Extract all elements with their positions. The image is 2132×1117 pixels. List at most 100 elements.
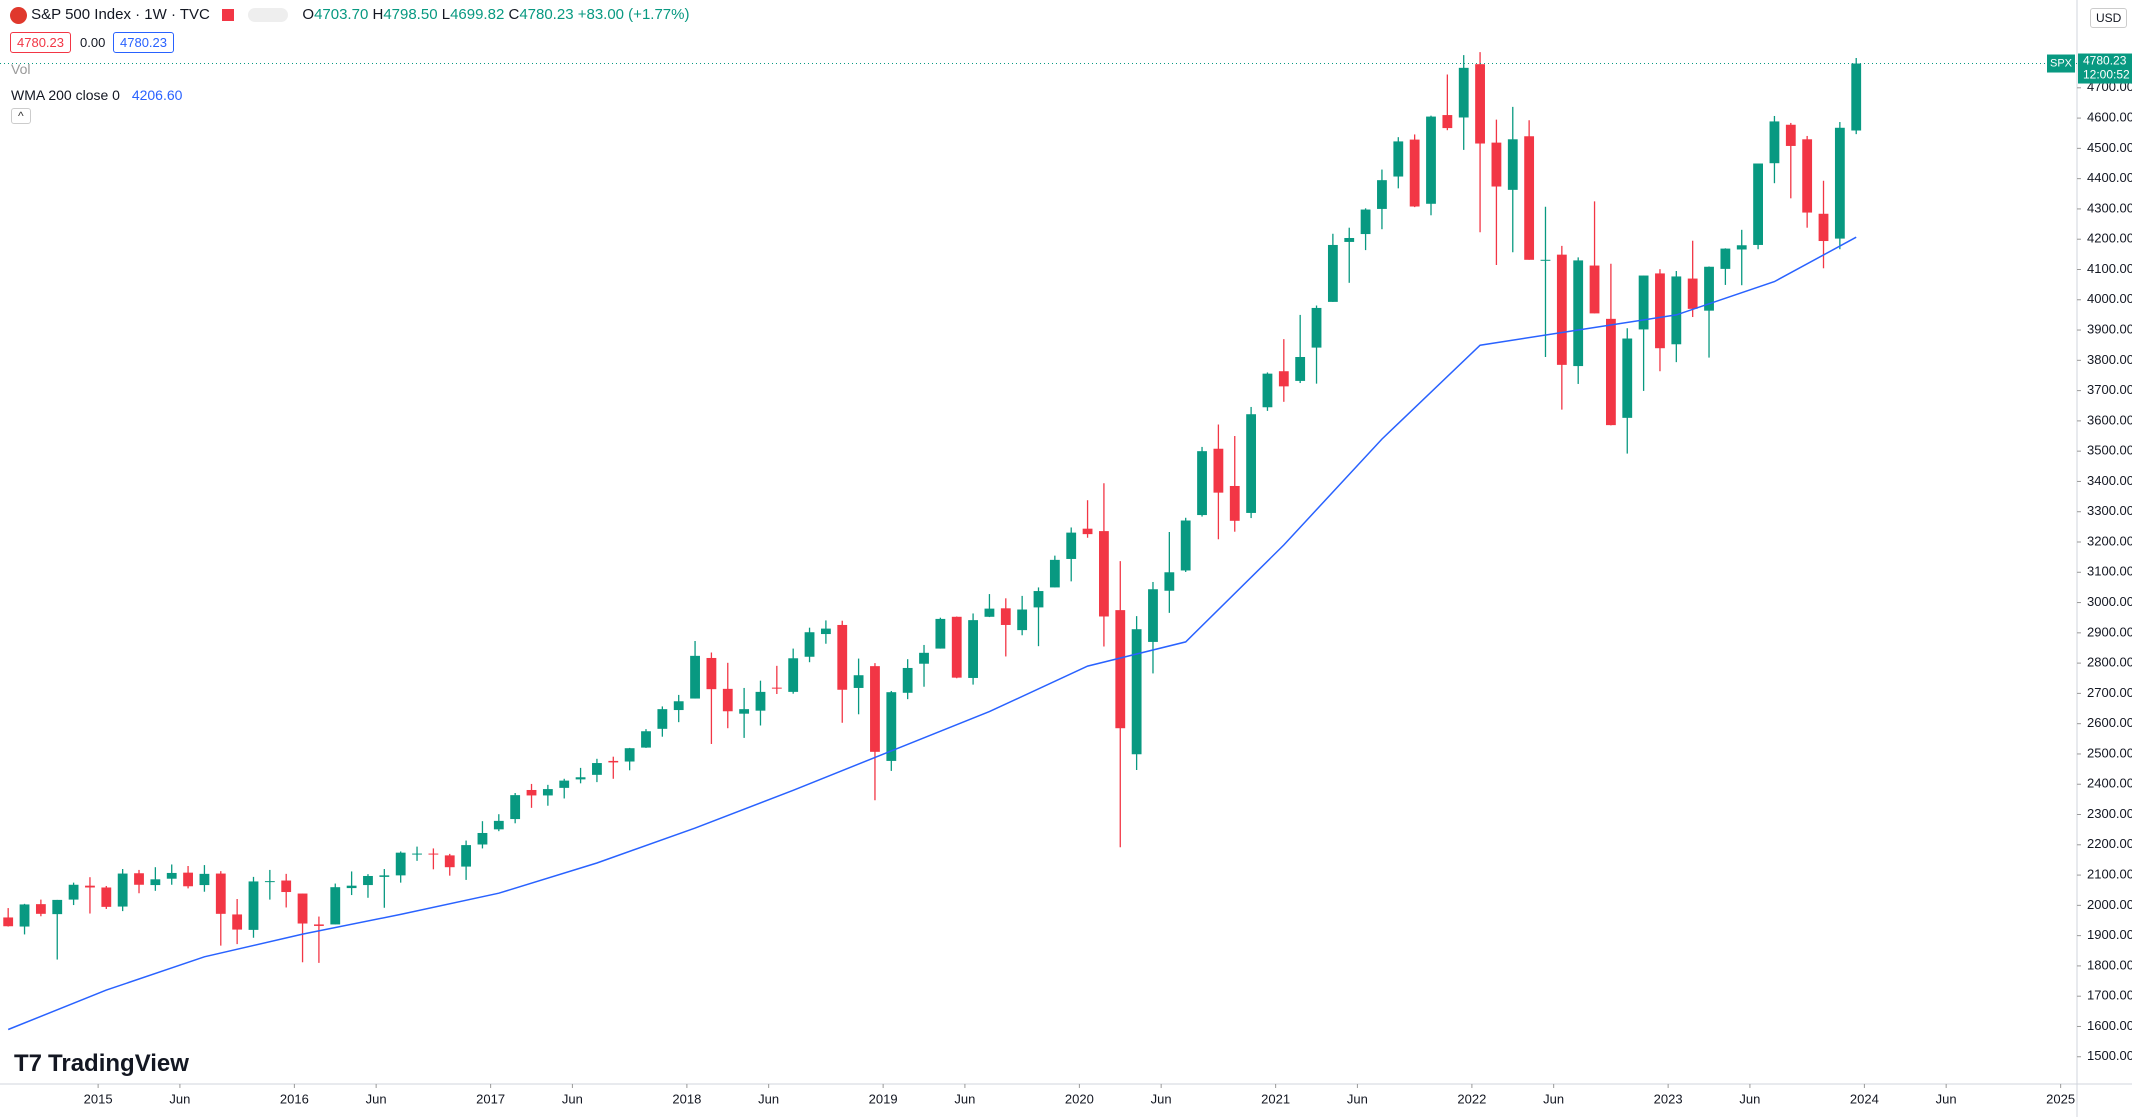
buy-button[interactable]: 4780.23 xyxy=(113,32,174,53)
y-tick-label: 4400.00 xyxy=(2087,170,2132,185)
y-tick-label: 1500.00 xyxy=(2087,1048,2132,1063)
candle-body xyxy=(1605,318,1616,426)
candle-body xyxy=(1049,559,1060,588)
legend-header: S&P 500 Index · 1W · TVC O4703.70 H4798.… xyxy=(10,6,689,24)
candle-body xyxy=(1377,180,1387,209)
x-tick-label: 2022 xyxy=(1457,1091,1486,1106)
close: 4780.23 xyxy=(519,6,574,23)
candle-body xyxy=(477,832,488,845)
toggle[interactable] xyxy=(248,8,289,23)
c-label: C xyxy=(508,6,520,23)
candle-body xyxy=(1344,237,1355,242)
x-tick-label: 2015 xyxy=(84,1091,113,1106)
candle-body xyxy=(1360,209,1371,235)
x-tick-label: Jun xyxy=(169,1091,190,1106)
symbol-icon xyxy=(10,6,27,24)
candle-body xyxy=(150,879,161,886)
candle-body xyxy=(755,691,766,711)
collapse-button[interactable]: ^ xyxy=(11,108,31,124)
candle-body xyxy=(117,873,128,907)
candle-body xyxy=(1573,260,1584,367)
y-tick-label: 3800.00 xyxy=(2087,352,2132,367)
y-tick-label: 2600.00 xyxy=(2087,715,2132,730)
sell-button[interactable]: 4780.23 xyxy=(10,32,71,53)
wma-legend[interactable]: WMA 200 close 0 4206.60 xyxy=(11,87,182,103)
symbol-title[interactable]: S&P 500 Index · 1W · TVC xyxy=(31,6,210,23)
candle-body xyxy=(215,873,226,914)
candle-body xyxy=(1475,64,1485,144)
x-tick-label: Jun xyxy=(1347,1091,1368,1106)
x-tick-label: Jun xyxy=(1543,1091,1564,1106)
candle-body xyxy=(1311,307,1322,348)
candle-body xyxy=(690,655,700,699)
candle-body xyxy=(804,632,815,657)
candle-body xyxy=(248,881,259,930)
change: +83.00 (+1.77%) xyxy=(577,6,690,23)
symbol-box xyxy=(2047,54,2075,73)
y-tick-label: 4200.00 xyxy=(2087,231,2132,246)
candle-body xyxy=(1131,629,1142,755)
flag[interactable] xyxy=(222,9,235,22)
candle-body xyxy=(101,887,112,907)
candle-body xyxy=(281,880,292,893)
candle-body xyxy=(592,763,602,775)
candle-body xyxy=(85,885,95,888)
vol-label[interactable]: Vol xyxy=(11,61,31,77)
x-tick-label: Jun xyxy=(366,1091,387,1106)
candle-body xyxy=(1180,520,1191,571)
y-tick-label: 2900.00 xyxy=(2087,624,2132,639)
candle-body xyxy=(1164,572,1175,591)
y-tick-label: 2400.00 xyxy=(2087,776,2132,791)
candle-body xyxy=(837,624,848,690)
candle-body xyxy=(1295,356,1306,381)
candle-body xyxy=(461,845,472,867)
x-tick-label: Jun xyxy=(1936,1091,1957,1106)
currency[interactable]: USD xyxy=(2090,8,2128,28)
candle-body xyxy=(673,701,684,711)
wma-value: 4206.60 xyxy=(131,87,183,103)
candle-body xyxy=(314,924,324,926)
candle-body xyxy=(1720,248,1731,269)
candle-body xyxy=(444,855,455,868)
candle-body xyxy=(1802,139,1813,213)
candle-body xyxy=(853,675,864,688)
candle-body xyxy=(706,657,717,690)
candle-body xyxy=(346,885,357,889)
x-tick-label: 2020 xyxy=(1065,1091,1094,1106)
low: 4699.82 xyxy=(450,6,505,23)
candle-body xyxy=(1589,265,1600,314)
candle-body xyxy=(1409,139,1420,207)
candle-body xyxy=(1262,373,1273,408)
candle-body xyxy=(1769,121,1780,164)
o-label: O xyxy=(302,6,315,23)
countdown: 12:00:52 xyxy=(2083,68,2130,82)
candle-body xyxy=(1622,338,1633,418)
candle-body xyxy=(608,760,619,763)
candle-body xyxy=(1556,254,1567,365)
candle-body xyxy=(1671,276,1682,345)
x-tick-label: 2021 xyxy=(1261,1091,1290,1106)
candle-body xyxy=(199,873,210,886)
candle-body xyxy=(1115,610,1126,729)
y-tick-label: 3200.00 xyxy=(2087,533,2132,548)
candle-body xyxy=(1229,485,1240,521)
candle-body xyxy=(624,748,635,762)
candle-body xyxy=(559,780,570,788)
y-tick-label: 4600.00 xyxy=(2087,110,2132,125)
y-tick-label: 4000.00 xyxy=(2087,291,2132,306)
l-label: L xyxy=(441,6,451,23)
y-tick-label: 2100.00 xyxy=(2087,867,2132,882)
y-tick-label: 2200.00 xyxy=(2087,836,2132,851)
candle-body xyxy=(68,884,79,900)
candle-body xyxy=(657,709,668,729)
x-tick-label: Jun xyxy=(562,1091,583,1106)
y-tick-label: 4500.00 xyxy=(2087,140,2132,155)
candle-body xyxy=(52,899,63,915)
x-tick-label: 2018 xyxy=(672,1091,701,1106)
candle-body xyxy=(1834,127,1845,239)
y-tick-label: 3400.00 xyxy=(2087,473,2132,488)
y-tick-label: 2700.00 xyxy=(2087,685,2132,700)
candle-body xyxy=(1442,115,1453,129)
candle-body xyxy=(1655,273,1665,349)
candle-body xyxy=(1687,278,1698,309)
